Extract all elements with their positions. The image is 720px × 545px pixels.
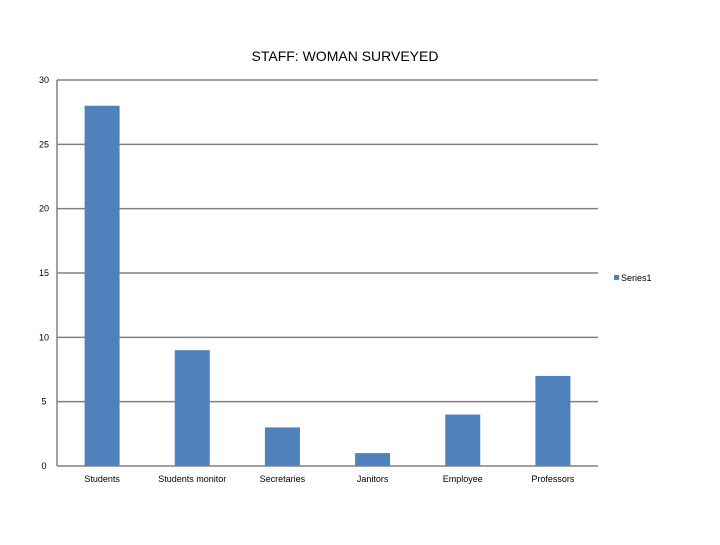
x-category-label-4: Employee [443, 474, 483, 484]
x-category-label-0: Students [84, 474, 120, 484]
gridlines [57, 79, 598, 403]
y-tick-label-25: 25 [39, 139, 49, 149]
y-tick-label-20: 20 [39, 204, 49, 214]
x-category-label-1: Students monitor [158, 474, 226, 484]
bars [84, 105, 571, 466]
bar-2 [264, 427, 300, 466]
x-axis-category-labels: Students Students monitor Secretaries Janit… [84, 474, 575, 484]
legend: Series1 [614, 273, 652, 283]
axes [56, 80, 598, 467]
y-tick-label-5: 5 [41, 397, 46, 407]
y-axis-tick-labels: 0 5 10 15 20 25 30 [39, 75, 49, 471]
bar-5 [535, 375, 571, 466]
legend-swatch [614, 275, 619, 280]
chart-title: STAFF: WOMAN SURVEYED [252, 48, 439, 64]
y-tick-label-15: 15 [39, 268, 49, 278]
y-tick-label-30: 30 [39, 75, 49, 85]
y-tick-label-0: 0 [41, 461, 46, 471]
x-category-label-5: Professors [531, 474, 575, 484]
bar-0 [84, 105, 120, 466]
legend-label-series1: Series1 [621, 273, 652, 283]
bar-4 [445, 414, 481, 466]
x-category-label-3: Janitors [357, 474, 389, 484]
bar-1 [174, 350, 210, 466]
bar-3 [355, 453, 391, 466]
y-tick-label-10: 10 [39, 332, 49, 342]
x-category-label-2: Secretaries [260, 474, 306, 484]
